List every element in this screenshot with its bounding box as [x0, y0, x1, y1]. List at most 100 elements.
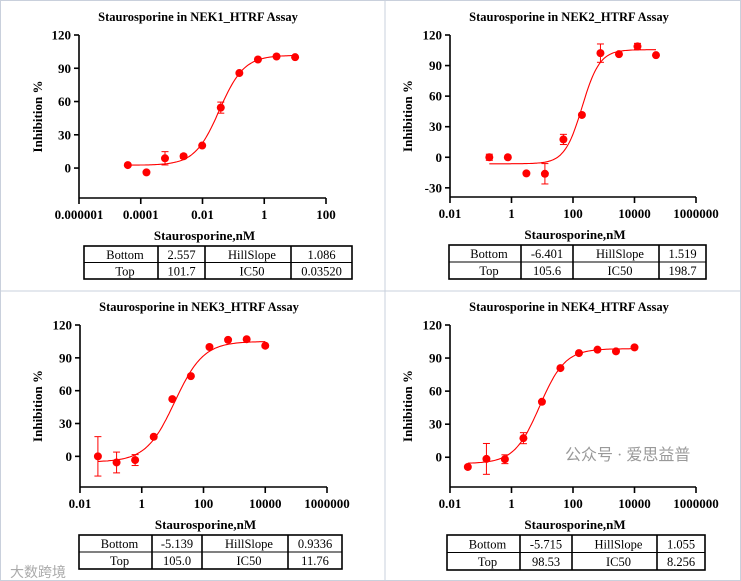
y-tick-label: 30 — [429, 417, 442, 432]
data-point — [540, 169, 549, 178]
table-cell: HillSlope — [225, 537, 273, 551]
x-tick-label: 0.01 — [69, 496, 92, 511]
chart-title: Staurosporine in NEK1_HTRF Assay — [98, 10, 298, 24]
data-point — [522, 169, 531, 178]
data-point — [253, 55, 262, 64]
y-tick-label: 90 — [429, 351, 442, 366]
x-tick-label: 0.000001 — [55, 207, 104, 222]
y-tick-label: 120 — [53, 318, 73, 333]
data-point — [179, 152, 188, 161]
data-point — [242, 335, 251, 344]
x-tick-label: 1000000 — [304, 496, 350, 511]
x-tick-label: 1 — [139, 496, 146, 511]
data-point — [596, 49, 605, 58]
y-tick-label: 0 — [65, 161, 72, 176]
table-cell: 105.6 — [533, 264, 561, 278]
table-cell: Bottom — [106, 248, 144, 262]
y-axis-label: Inhibition % — [30, 81, 45, 153]
table-cell: Bottom — [469, 537, 507, 551]
y-axis-label: Inhibition % — [400, 370, 415, 442]
x-axis-label: Staurosporine,nM — [524, 227, 625, 242]
fit-curve — [467, 348, 635, 464]
x-tick-label: 100 — [194, 496, 214, 511]
table-cell: 11.76 — [301, 554, 329, 568]
table-cell: HillSlope — [595, 537, 643, 551]
data-point — [500, 455, 509, 464]
data-point — [463, 462, 472, 471]
table-cell: 105.0 — [163, 554, 191, 568]
x-tick-label: 0.01 — [439, 206, 462, 221]
data-point — [261, 341, 270, 350]
x-tick-label: 10000 — [618, 496, 651, 511]
x-axis-label: Staurosporine,nM — [154, 228, 255, 243]
data-point — [611, 347, 620, 356]
table-cell: IC50 — [240, 264, 265, 278]
table-cell: 0.03520 — [301, 264, 342, 278]
data-point — [142, 168, 151, 177]
table-cell: 8.256 — [667, 555, 695, 569]
x-tick-label: 0.01 — [439, 496, 462, 511]
data-point — [168, 395, 177, 404]
table-cell: 2.557 — [167, 248, 195, 262]
fit-curve — [97, 341, 266, 462]
data-point — [272, 52, 281, 61]
data-point — [503, 153, 512, 162]
y-tick-label: 120 — [52, 28, 72, 43]
fit-curve — [489, 49, 656, 165]
y-tick-label: 0 — [436, 450, 443, 465]
y-tick-label: 60 — [58, 94, 71, 109]
table-cell: IC50 — [606, 555, 631, 569]
y-tick-label: 0 — [66, 449, 73, 464]
y-tick-label: 30 — [59, 416, 72, 431]
table-cell: HillSlope — [596, 247, 644, 261]
data-point — [482, 454, 491, 463]
x-tick-label: 100 — [316, 207, 336, 222]
y-tick-label: 90 — [59, 350, 72, 365]
y-tick-label: 30 — [429, 119, 442, 134]
x-tick-label: 0.0001 — [123, 207, 159, 222]
fit-curve — [127, 54, 296, 166]
data-point — [112, 458, 121, 467]
data-point — [574, 349, 583, 358]
table-cell: 1.055 — [667, 537, 695, 551]
table-cell: 98.53 — [532, 555, 560, 569]
table-cell: Top — [110, 554, 129, 568]
table-cell: 198.7 — [668, 264, 696, 278]
x-tick-label: 1 — [261, 207, 268, 222]
x-axis-label: Staurosporine,nM — [155, 517, 256, 532]
x-tick-label: 10000 — [249, 496, 282, 511]
table-cell: Bottom — [101, 537, 139, 551]
table-cell: 1.519 — [668, 247, 696, 261]
data-point — [614, 50, 623, 59]
data-point — [630, 343, 639, 352]
y-tick-label: 120 — [423, 318, 443, 333]
y-axis-label: Inhibition % — [400, 80, 415, 152]
table-cell: -6.401 — [531, 247, 563, 261]
data-point — [160, 154, 169, 163]
x-tick-label: 1000000 — [673, 496, 719, 511]
data-point — [556, 364, 565, 373]
table-cell: IC50 — [608, 264, 633, 278]
x-tick-label: 100 — [563, 206, 583, 221]
y-tick-label: 90 — [58, 61, 71, 76]
y-tick-label: 60 — [429, 384, 442, 399]
data-point — [216, 103, 225, 112]
table-cell: Top — [478, 555, 497, 569]
data-point — [205, 343, 214, 352]
data-point — [198, 141, 207, 150]
y-tick-label: 0 — [436, 150, 443, 165]
table-cell: Top — [115, 264, 134, 278]
table-cell: -5.139 — [161, 537, 193, 551]
data-point — [235, 69, 244, 78]
table-cell: Top — [479, 264, 498, 278]
data-point — [633, 42, 642, 51]
data-point — [149, 432, 158, 441]
data-point — [485, 153, 494, 162]
table-cell: 101.7 — [167, 264, 195, 278]
data-point — [651, 51, 660, 60]
data-point — [93, 452, 102, 461]
x-tick-label: 10000 — [618, 206, 651, 221]
y-tick-label: 30 — [58, 127, 71, 142]
